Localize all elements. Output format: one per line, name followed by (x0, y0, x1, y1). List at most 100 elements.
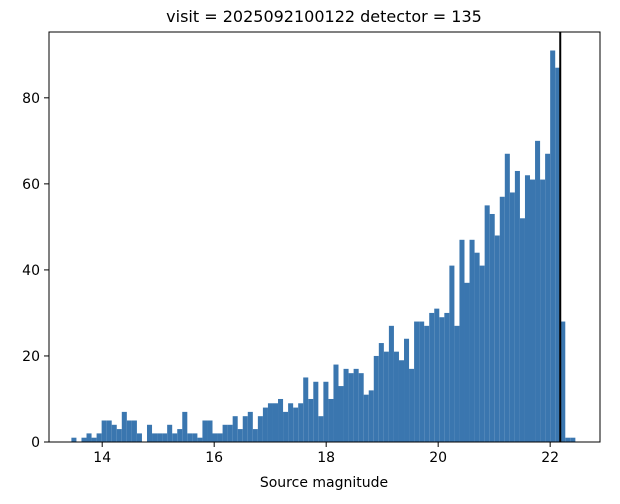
bar (464, 282, 470, 442)
bar (409, 368, 415, 442)
bar (106, 420, 112, 442)
bar (167, 424, 173, 442)
bar (419, 321, 425, 442)
bar (570, 437, 576, 442)
bar (96, 433, 102, 442)
bar (242, 416, 248, 442)
plot-frame (48, 31, 601, 443)
bar (131, 420, 137, 442)
bar (439, 317, 445, 442)
bar (555, 67, 561, 443)
bar (368, 390, 374, 442)
bar (217, 433, 223, 442)
bar (479, 265, 485, 442)
bar (353, 368, 359, 442)
bar (252, 429, 258, 442)
bar (545, 153, 551, 442)
bar (530, 179, 536, 442)
bar (499, 196, 505, 442)
y-tick-label: 0 (31, 435, 40, 451)
bar (111, 424, 117, 442)
bar (272, 403, 279, 442)
bar (182, 411, 188, 442)
bar (444, 312, 450, 442)
bar (187, 433, 193, 442)
bar (378, 343, 384, 442)
bar (308, 398, 314, 442)
bar (358, 373, 364, 442)
bar (323, 381, 329, 442)
y-tick-label: 40 (22, 263, 40, 279)
bar (157, 433, 163, 442)
bar (71, 437, 77, 442)
bar (126, 420, 132, 442)
bar (288, 403, 294, 442)
x-tick-label: 20 (429, 450, 447, 466)
x-axis-label: Source magnitude (260, 475, 388, 491)
bar (550, 50, 556, 442)
bar (146, 424, 153, 442)
bar (283, 411, 289, 442)
x-tick-label: 22 (541, 450, 559, 466)
x-tick-label: 14 (93, 450, 111, 466)
bar (338, 386, 344, 442)
bar (363, 394, 369, 442)
bar (540, 179, 546, 442)
bar (469, 239, 475, 442)
bar (474, 252, 480, 442)
bar (449, 265, 455, 442)
bar (298, 403, 304, 442)
bar (212, 433, 218, 442)
bar (116, 429, 122, 442)
bar (404, 338, 410, 442)
bar (101, 420, 107, 442)
bar (454, 325, 460, 442)
bar (152, 433, 158, 442)
bar (328, 398, 334, 442)
bar (560, 321, 566, 442)
bar (424, 325, 430, 442)
bar (434, 308, 440, 442)
bar (524, 175, 531, 443)
y-tick-label: 80 (22, 91, 40, 107)
bar (278, 398, 284, 442)
bar (227, 424, 233, 442)
y-tick-label: 60 (22, 177, 40, 193)
bar (484, 205, 490, 442)
bar (172, 433, 178, 442)
bar (343, 368, 349, 442)
bar (398, 360, 405, 442)
bar (565, 437, 571, 442)
bar (459, 239, 465, 442)
bar (197, 437, 203, 442)
bar (232, 416, 238, 442)
bar (91, 437, 97, 442)
bar (393, 351, 399, 442)
bar (429, 312, 435, 442)
bar (535, 140, 541, 442)
bar (262, 407, 268, 442)
bar (414, 321, 420, 442)
x-tick-label: 18 (317, 450, 335, 466)
bar (303, 377, 309, 442)
bar (177, 429, 183, 442)
x-tick-label: 16 (205, 450, 223, 466)
bar (267, 403, 273, 442)
chart-title: visit = 2025092100122 detector = 135 (166, 7, 482, 26)
bar (388, 325, 394, 442)
bar (494, 235, 500, 442)
bar (519, 218, 525, 442)
bar (313, 381, 319, 442)
bar (247, 411, 253, 442)
bar (348, 373, 354, 442)
y-tick-label: 20 (22, 349, 40, 365)
bar (207, 420, 213, 442)
bar (504, 153, 510, 442)
bar (162, 433, 168, 442)
bar (136, 433, 142, 442)
bar (318, 416, 324, 442)
bar (81, 437, 87, 442)
bar (293, 407, 299, 442)
bar (86, 433, 92, 442)
